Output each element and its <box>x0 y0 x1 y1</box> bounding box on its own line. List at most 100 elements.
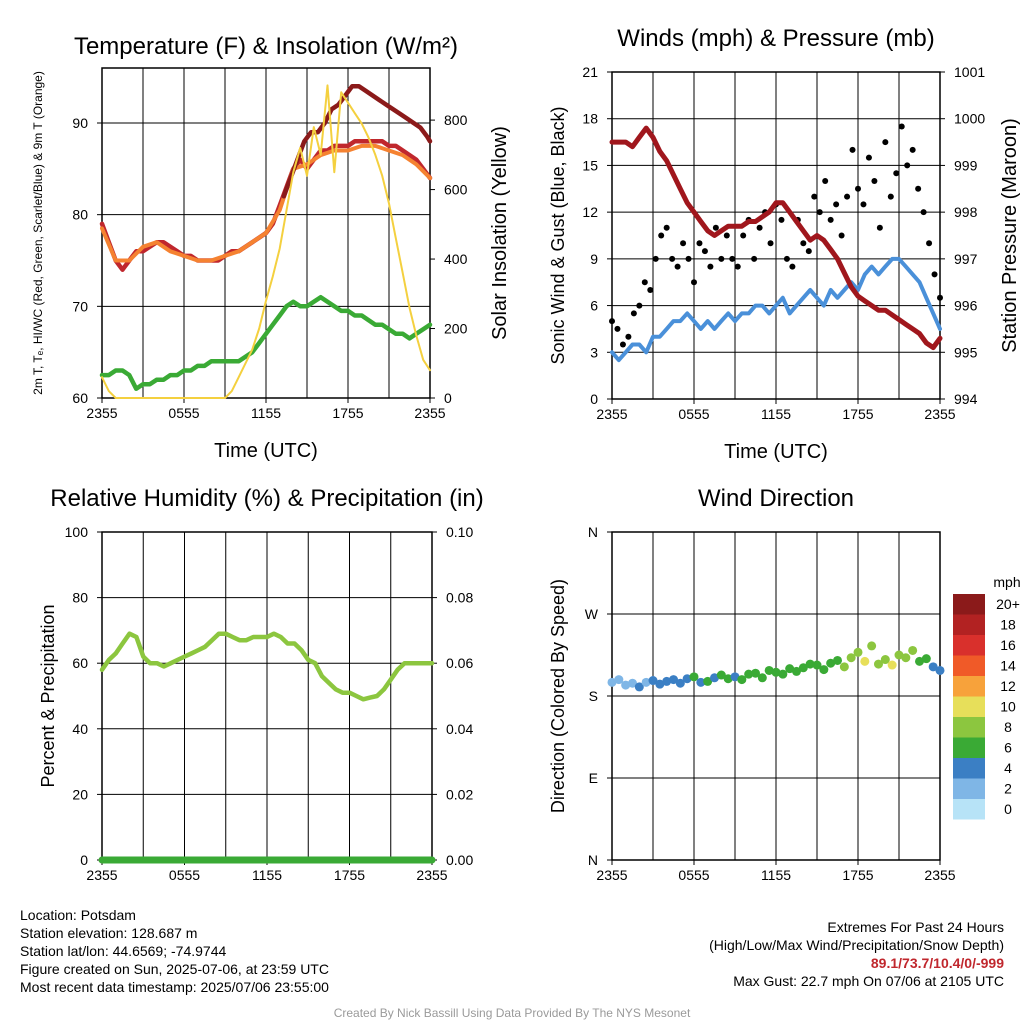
y-tick-label: 0 <box>590 391 598 407</box>
legend-label: 6 <box>1004 740 1012 756</box>
gust-point <box>701 248 708 255</box>
x-tick-label: 1155 <box>252 867 282 883</box>
gust-point <box>658 232 665 239</box>
max-gust-text: Max Gust: 22.7 mph On 07/06 at 2105 UTC <box>733 973 1004 989</box>
direction-point <box>928 662 938 672</box>
direction-point <box>853 647 863 657</box>
gust-point <box>920 209 927 216</box>
x-tick-label: 0555 <box>678 867 709 883</box>
gust-point <box>805 248 812 255</box>
elevation-text: Station elevation: 128.687 m <box>20 925 198 941</box>
legend-swatch <box>953 635 985 656</box>
y-tick-label: 100 <box>65 524 89 540</box>
extremes-subtitle: (High/Low/Max Wind/Precipitation/Snow De… <box>709 937 1004 953</box>
gust-point <box>778 216 785 223</box>
x-axis-label: Time (UTC) <box>214 440 318 462</box>
direction-point <box>935 665 945 675</box>
direction-point <box>860 656 870 666</box>
direction-point <box>696 677 706 687</box>
direction-point <box>689 672 699 682</box>
direction-point <box>901 653 911 663</box>
direction-point <box>771 667 781 677</box>
y-tick-label: 9 <box>590 251 598 267</box>
direction-point <box>921 654 931 664</box>
direction-point <box>833 655 842 665</box>
gust-point <box>619 341 626 348</box>
gust-point <box>876 224 883 231</box>
gust-point <box>718 255 725 262</box>
legend-swatch <box>953 614 985 635</box>
gust-point <box>674 263 681 270</box>
y2-tick-label: 1001 <box>954 64 985 80</box>
gust-point <box>783 255 790 262</box>
legend-swatch <box>953 758 985 779</box>
direction-point <box>648 676 658 686</box>
direction-point <box>805 659 815 669</box>
chart-title: Temperature (F) & Insolation (W/m²) <box>74 33 458 60</box>
gust-point <box>614 325 621 332</box>
direction-point <box>819 665 829 675</box>
direction-point <box>675 678 685 688</box>
x-tick-label: 2355 <box>596 867 627 883</box>
y2-tick-label: 1000 <box>954 111 985 127</box>
legend-label: 16 <box>1000 637 1016 653</box>
series-line-sonic-wind <box>610 256 942 363</box>
direction-point <box>757 673 767 683</box>
x-tick-label: 2355 <box>924 406 955 422</box>
direction-point <box>655 679 665 689</box>
series-line-dewpoint <box>99 294 433 392</box>
y2-tick-label: 0.00 <box>446 852 473 868</box>
gust-point <box>926 240 933 247</box>
x-tick-label: 1755 <box>842 867 873 883</box>
y-tick-label: 60 <box>72 655 88 671</box>
y-tick-label: 60 <box>72 390 88 406</box>
gust-point <box>904 162 911 169</box>
y-tick-label: 20 <box>72 786 88 802</box>
legend-swatch <box>953 717 985 738</box>
gust-point <box>723 232 730 239</box>
gust-point <box>609 318 615 325</box>
direction-point <box>744 669 754 679</box>
gust-point <box>844 193 851 200</box>
y2-tick-label: 0.02 <box>446 786 473 802</box>
direction-point <box>662 676 672 686</box>
x-tick-label: 1755 <box>334 867 365 883</box>
y-tick-label: 21 <box>582 64 598 80</box>
y2-tick-label: 400 <box>444 251 468 267</box>
direction-point <box>737 675 747 685</box>
y-axis-label: Percent & Precipitation <box>38 604 58 787</box>
y2-axis-label: Solar Insolation (Yellow) <box>489 126 511 340</box>
legend-swatch <box>953 676 985 697</box>
y-axis-label: 2m T, Tₑ, HI/WC (Red, Green, Scarlet/Blu… <box>31 71 45 395</box>
y2-tick-label: 994 <box>954 391 978 407</box>
y2-tick-label: 200 <box>444 321 468 337</box>
legend-swatch <box>953 594 985 615</box>
legend-label: 14 <box>1000 658 1016 674</box>
direction-point <box>751 668 760 678</box>
legend-swatch <box>953 799 985 820</box>
latlon-text: Station lat/lon: 44.6569; -74.9744 <box>20 943 227 959</box>
x-tick-label: 2355 <box>924 867 955 883</box>
y2-tick-label: 995 <box>954 344 978 360</box>
extremes-values: 89.1/73.7/10.4/0/-999 <box>870 955 1004 971</box>
y-tick-label: 18 <box>582 111 598 127</box>
gust-point <box>865 154 872 161</box>
y-tick-label: 80 <box>72 590 88 606</box>
x-axis-label: Time (UTC) <box>724 441 828 463</box>
y-tick-label: W <box>585 606 599 622</box>
gust-point <box>636 302 643 309</box>
gust-point <box>909 146 916 153</box>
y2-tick-label: 600 <box>444 182 468 198</box>
gust-point <box>756 224 763 231</box>
y2-tick-label: 0.10 <box>446 524 473 540</box>
gust-point <box>893 170 900 177</box>
gust-point <box>789 263 796 270</box>
gust-point <box>931 271 938 278</box>
direction-point <box>867 641 877 651</box>
extremes-info: Extremes For Past 24 Hours (High/Low/Max… <box>709 918 1004 990</box>
gust-point <box>871 178 878 184</box>
series-line-9m-t <box>281 84 433 199</box>
direction-point <box>669 675 678 685</box>
gust-point <box>800 240 807 247</box>
gust-point <box>669 255 676 262</box>
